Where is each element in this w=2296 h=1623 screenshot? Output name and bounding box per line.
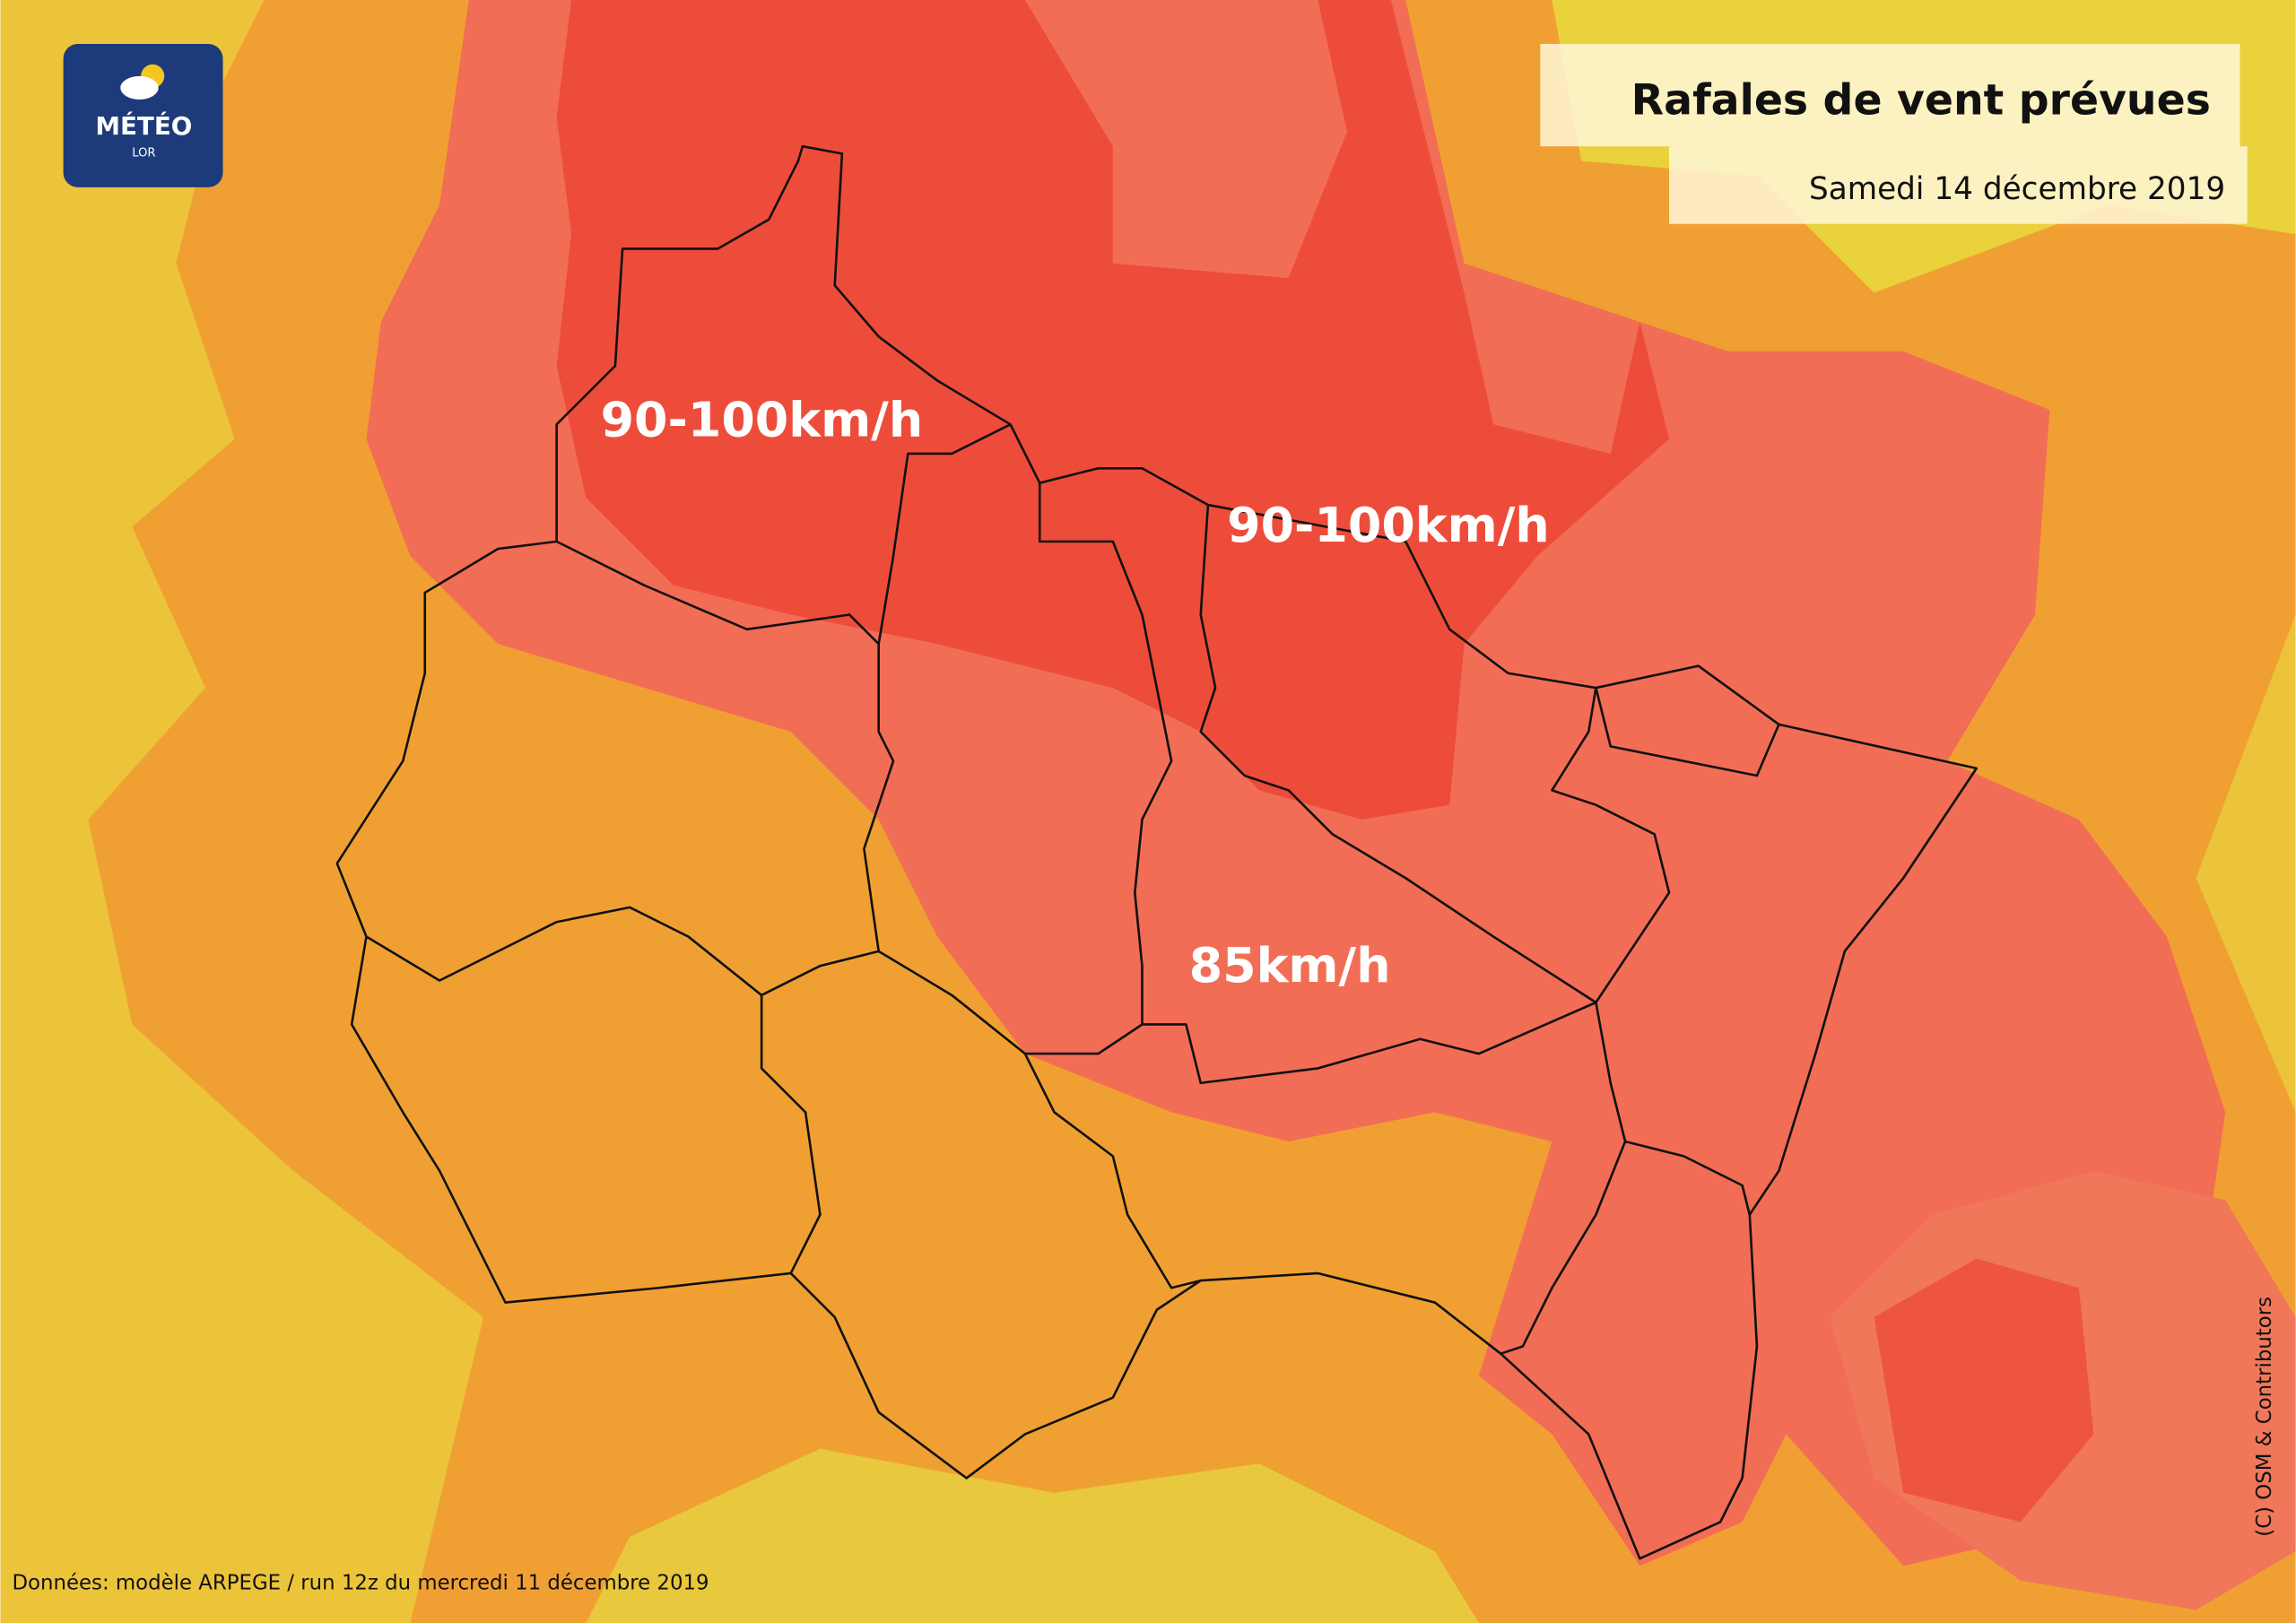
logo-box: [63, 43, 223, 187]
zone-yellow-s: [586, 1448, 1479, 1623]
logo-sub: LOR: [132, 147, 155, 161]
logo-cloud: [120, 75, 159, 100]
title: Rafales de vent prévues: [1631, 75, 2211, 125]
title-box: [1540, 43, 2240, 147]
region-borders: [335, 144, 1979, 1560]
gust-label: 85km/h: [1189, 937, 1391, 994]
logo-name: MÉTÉO: [95, 110, 192, 141]
subtitle-box: [1669, 146, 2248, 224]
source-note: Données: modèle ARPEGE / run 12z du merc…: [12, 1571, 709, 1594]
logo: MÉTÉO LOR: [63, 43, 223, 187]
gust-label: 90-100km/h: [601, 391, 924, 447]
zone-red: [556, 0, 1670, 820]
gust-label: 90-100km/h: [1227, 497, 1550, 553]
zone-red-se: [1874, 1258, 2094, 1523]
subtitle: Samedi 14 décembre 2019: [1809, 171, 2225, 207]
credit: (C) OSM & Contributors: [2253, 1297, 2276, 1537]
